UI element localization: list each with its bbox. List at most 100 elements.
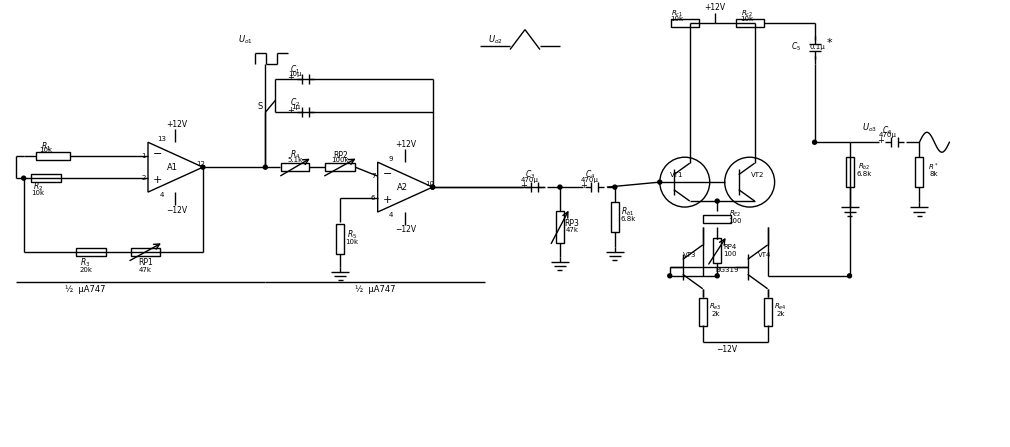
Text: $C_3$: $C_3$ <box>525 169 535 181</box>
Text: $R_{b1}$: $R_{b1}$ <box>621 206 634 218</box>
Text: S: S <box>258 102 263 111</box>
Text: 10k: 10k <box>345 239 359 245</box>
Text: 470μ: 470μ <box>581 177 599 183</box>
Text: +: + <box>153 175 163 185</box>
Text: 470μ: 470μ <box>879 132 897 138</box>
Text: RP4: RP4 <box>723 244 737 250</box>
Bar <box>915 157 923 187</box>
Text: VT2: VT2 <box>751 172 765 178</box>
Text: $C_6$: $C_6$ <box>883 124 893 136</box>
Text: $R_{c2}$: $R_{c2}$ <box>740 8 752 19</box>
Text: BG319: BG319 <box>715 267 739 273</box>
Circle shape <box>715 274 719 278</box>
Text: $U_{o2}$: $U_{o2}$ <box>488 34 502 46</box>
Circle shape <box>668 274 672 278</box>
Text: 2: 2 <box>141 175 145 181</box>
Text: A2: A2 <box>397 183 408 192</box>
Text: A1: A1 <box>167 163 178 172</box>
Text: 10k: 10k <box>31 190 44 196</box>
Text: RP3: RP3 <box>565 219 580 228</box>
Bar <box>845 157 853 187</box>
Text: $U_{o3}$: $U_{o3}$ <box>862 121 877 134</box>
Text: 1: 1 <box>141 153 145 159</box>
Bar <box>30 174 61 182</box>
Text: $R^*$: $R^*$ <box>928 161 938 173</box>
Text: −12V: −12V <box>396 225 417 235</box>
Text: $R_1$: $R_1$ <box>40 141 50 153</box>
Text: $R_{e4}$: $R_{e4}$ <box>775 302 787 312</box>
Text: *: * <box>827 38 832 47</box>
Text: 47k: 47k <box>566 227 579 233</box>
Text: 7: 7 <box>371 173 376 179</box>
Text: 100: 100 <box>723 251 737 257</box>
Text: VT4: VT4 <box>758 252 772 258</box>
Text: 10: 10 <box>425 181 434 187</box>
Text: $C_5$: $C_5$ <box>792 40 802 53</box>
Bar <box>76 248 106 256</box>
Text: −: − <box>383 169 392 179</box>
Text: VT1: VT1 <box>670 172 684 178</box>
Text: 470μ: 470μ <box>521 177 539 183</box>
Text: +12V: +12V <box>396 140 417 149</box>
Bar <box>282 163 309 171</box>
Circle shape <box>21 176 25 180</box>
Text: +: + <box>287 106 294 115</box>
Bar <box>671 19 699 27</box>
Text: +: + <box>877 136 884 145</box>
Bar <box>325 163 356 171</box>
Bar <box>713 238 721 263</box>
Circle shape <box>558 185 562 189</box>
Circle shape <box>715 199 719 203</box>
Text: VT3: VT3 <box>683 252 697 258</box>
Text: 10k: 10k <box>671 16 684 21</box>
Text: $U_{o1}$: $U_{o1}$ <box>238 34 252 46</box>
Text: 9: 9 <box>389 156 394 162</box>
Text: $C_2$: $C_2$ <box>290 96 300 109</box>
Circle shape <box>658 180 662 184</box>
Text: $R_2$: $R_2$ <box>32 181 42 194</box>
Text: 2k: 2k <box>777 311 785 317</box>
Text: 6.8k: 6.8k <box>620 216 635 222</box>
Bar <box>611 202 619 232</box>
Bar <box>336 224 344 254</box>
Text: 2k: 2k <box>711 311 720 317</box>
Text: +: + <box>581 181 588 190</box>
Text: RP2: RP2 <box>333 151 347 160</box>
Bar <box>35 152 70 160</box>
Text: −12V: −12V <box>166 206 187 215</box>
Text: 6.8k: 6.8k <box>856 171 873 177</box>
Text: 13: 13 <box>157 136 166 142</box>
Text: $R_{E2}$: $R_{E2}$ <box>729 209 741 219</box>
Text: RP1: RP1 <box>138 258 153 267</box>
Circle shape <box>264 165 268 169</box>
Circle shape <box>430 185 434 189</box>
Text: $R_4$: $R_4$ <box>290 149 300 161</box>
Text: +: + <box>383 195 392 205</box>
Bar <box>764 298 772 326</box>
Circle shape <box>613 185 617 189</box>
Text: −12V: −12V <box>717 345 737 354</box>
Text: 1μ: 1μ <box>291 104 300 110</box>
Text: +12V: +12V <box>704 3 725 12</box>
Text: 10k: 10k <box>39 147 53 153</box>
Circle shape <box>430 185 434 189</box>
Text: +: + <box>287 73 294 82</box>
Text: 12: 12 <box>196 161 205 167</box>
Text: $C_1$: $C_1$ <box>290 63 300 76</box>
Text: $R_{b2}$: $R_{b2}$ <box>858 162 871 172</box>
Circle shape <box>201 165 205 169</box>
Bar <box>703 215 731 223</box>
Text: 10k: 10k <box>740 16 753 21</box>
Text: +: + <box>520 181 527 190</box>
Circle shape <box>813 140 816 144</box>
Text: $R_{c1}$: $R_{c1}$ <box>671 8 683 19</box>
Text: $R_3$: $R_3$ <box>81 257 91 269</box>
Text: 20k: 20k <box>79 267 92 273</box>
Text: 100k: 100k <box>331 157 349 163</box>
Bar <box>556 211 564 243</box>
Bar <box>699 298 707 326</box>
Text: ½  μA747: ½ μA747 <box>355 285 396 294</box>
Text: $C_4$: $C_4$ <box>585 169 595 181</box>
Text: 5.1k: 5.1k <box>288 157 303 163</box>
Text: 8k: 8k <box>929 171 937 177</box>
